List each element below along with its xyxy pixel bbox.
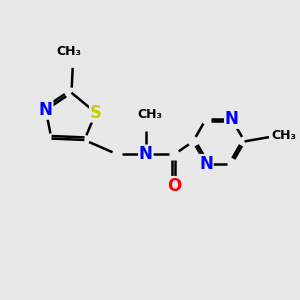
Text: N: N bbox=[139, 145, 153, 163]
Text: CH₃: CH₃ bbox=[56, 45, 81, 58]
Text: CH₃: CH₃ bbox=[271, 129, 296, 142]
Text: O: O bbox=[167, 177, 182, 195]
Text: N: N bbox=[225, 110, 239, 128]
Text: S: S bbox=[90, 104, 102, 122]
Text: N: N bbox=[199, 155, 213, 173]
Text: CH₃: CH₃ bbox=[138, 107, 163, 121]
Text: N: N bbox=[39, 101, 53, 119]
